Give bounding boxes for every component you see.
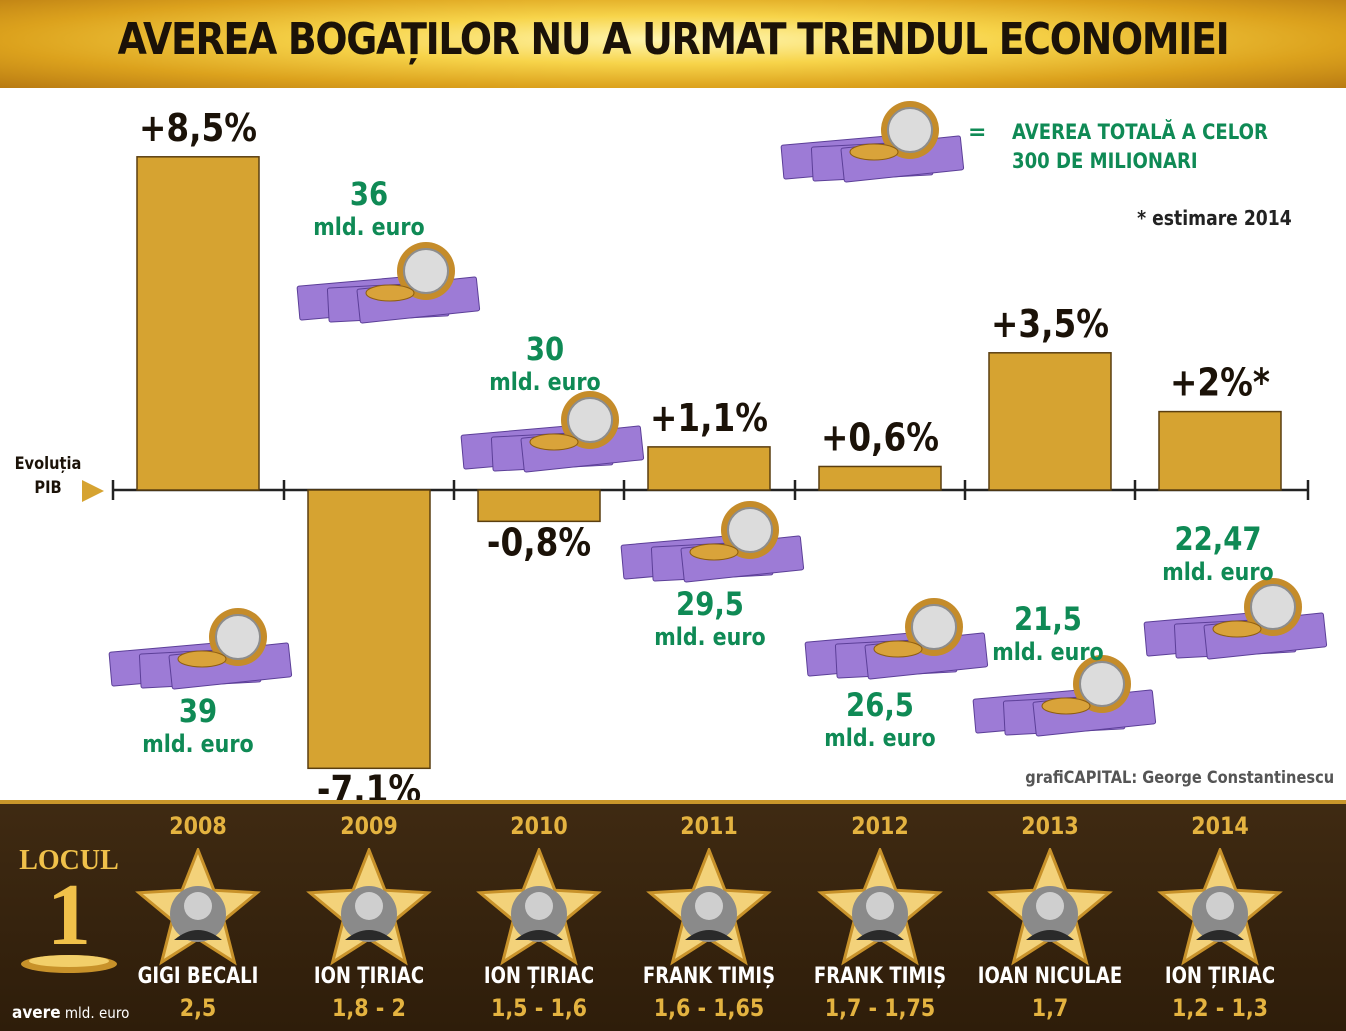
wealth-value-label: 29,5 [676, 586, 744, 624]
wealth-unit-label: mld. euro [992, 639, 1103, 667]
winner-year: 2010 [510, 812, 568, 840]
graphic-credit: grafiCAPITAL: George Constantinescu [1025, 768, 1334, 788]
money-bundle-icon [296, 242, 481, 324]
star-portrait-icon [646, 848, 772, 966]
locul-number: 1 [47, 867, 91, 964]
winner-year: 2011 [680, 812, 738, 840]
gdp-bar [647, 446, 771, 491]
wealth-value-label: 22,47 [1174, 521, 1261, 559]
wealth-value-label: 21,5 [1014, 601, 1082, 639]
winner-name: GIGI BECALI [137, 964, 259, 989]
money-bundle-icon [804, 598, 989, 680]
gdp-bar [1158, 410, 1282, 491]
winner-year: 2008 [169, 812, 227, 840]
gdp-bar [988, 352, 1112, 491]
star-portrait-icon [476, 848, 602, 966]
winner-card: 2014 ION ȚIRIAC 1,2 - 1,3 [1145, 808, 1295, 1022]
header-banner: AVEREA BOGAȚILOR NU A URMAT TRENDUL ECON… [0, 0, 1346, 88]
legend-equals: = [968, 120, 987, 145]
star-portrait-icon [306, 848, 432, 966]
unit-text: mld. euro [64, 1004, 130, 1022]
trophy-pedestal-icon [21, 955, 117, 973]
gdp-value-label: +3,5% [991, 302, 1109, 346]
wealth-value-label: 30 [526, 331, 564, 369]
axis-arrow-icon [82, 480, 104, 502]
locul-word: LOCUL [19, 845, 119, 876]
wealth-unit-label: mld. euro [1162, 559, 1273, 587]
winner-card: 2012 FRANK TIMIȘ 1,7 - 1,75 [805, 808, 955, 1022]
winner-card: 2008 GIGI BECALI 2,5 [123, 808, 273, 1022]
gdp-bar-chart: +8,5%-7,1%-0,8%+1,1% +0,6%+3,5%+2%*39mld.… [82, 101, 1328, 800]
winner-card: 2009 ION ȚIRIAC 1,8 - 2 [294, 808, 444, 1022]
winner-worth: 1,5 - 1,6 [490, 994, 588, 1022]
wealth-value-label: 36 [350, 176, 388, 214]
star-portrait-icon [135, 848, 261, 966]
axis-label: Evoluția PIB [14, 454, 82, 498]
wealth-value-label: 39 [179, 693, 217, 731]
winner-year: 2014 [1191, 812, 1249, 840]
winner-name: FRANK TIMIȘ [813, 964, 947, 989]
money-bundle-icon [108, 608, 293, 690]
winner-year: 2012 [851, 812, 909, 840]
gdp-bar [477, 489, 601, 523]
winner-worth: 1,2 - 1,3 [1171, 994, 1269, 1022]
wealth-unit-label: mld. euro [654, 624, 765, 652]
gdp-value-label: +2%* [1170, 361, 1270, 405]
money-bundle-icon [620, 501, 805, 583]
winner-worth: 1,6 - 1,65 [653, 994, 765, 1022]
winner-card: 2010 ION ȚIRIAC 1,5 - 1,6 [464, 808, 614, 1022]
star-portrait-icon [987, 848, 1113, 966]
winner-card: 2011 FRANK TIMIȘ 1,6 - 1,65 [634, 808, 784, 1022]
winner-worth: 1,7 - 1,75 [824, 994, 936, 1022]
winner-name: ION ȚIRIAC [1164, 964, 1276, 989]
unit-bold: avere [12, 1003, 61, 1023]
wealth-unit-label: mld. euro [142, 731, 253, 759]
winner-year: 2009 [340, 812, 398, 840]
legend-label: AVEREA TOTALĂ A CELOR 300 DE MILIONARI [1012, 120, 1268, 173]
chart-title: AVEREA BOGAȚILOR NU A URMAT TRENDUL ECON… [117, 14, 1230, 65]
winner-year: 2013 [1021, 812, 1079, 840]
winner-name: ION ȚIRIAC [313, 964, 425, 989]
gdp-value-label: -0,8% [487, 521, 591, 565]
wealth-unit-label: avere mld. euro [12, 1003, 129, 1023]
legend-money-icon [780, 101, 965, 183]
gdp-bar [307, 489, 431, 770]
winner-worth: 1,8 - 2 [332, 994, 406, 1022]
money-bundle-icon [1143, 578, 1328, 660]
wealth-value-label: 26,5 [846, 687, 914, 725]
gdp-bar [818, 465, 942, 491]
wealth-unit-label: mld. euro [489, 369, 600, 397]
gdp-value-label: +8,5% [139, 106, 257, 150]
wealth-unit-label: mld. euro [824, 725, 935, 753]
winner-name: IOAN NICULAE [977, 964, 1123, 989]
gdp-value-label: +0,6% [821, 416, 939, 460]
star-portrait-icon [1157, 848, 1283, 966]
gdp-value-label: +1,1% [650, 397, 768, 441]
gdp-value-label: -7,1% [317, 768, 421, 800]
first-place-badge: LOCUL 1 [14, 846, 124, 985]
wealth-unit-label: mld. euro [313, 214, 424, 242]
winner-name: ION ȚIRIAC [483, 964, 595, 989]
winner-worth: 1,7 [1031, 994, 1069, 1022]
money-bundle-icon [460, 391, 645, 473]
gdp-bar [136, 156, 260, 491]
estimate-note: * estimare 2014 [1137, 206, 1292, 230]
winner-name: FRANK TIMIȘ [642, 964, 776, 989]
winner-card: 2013 IOAN NICULAE 1,7 [975, 808, 1125, 1022]
star-portrait-icon [817, 848, 943, 966]
money-bundle-icon [972, 655, 1157, 737]
winner-worth: 2,5 [179, 994, 217, 1022]
